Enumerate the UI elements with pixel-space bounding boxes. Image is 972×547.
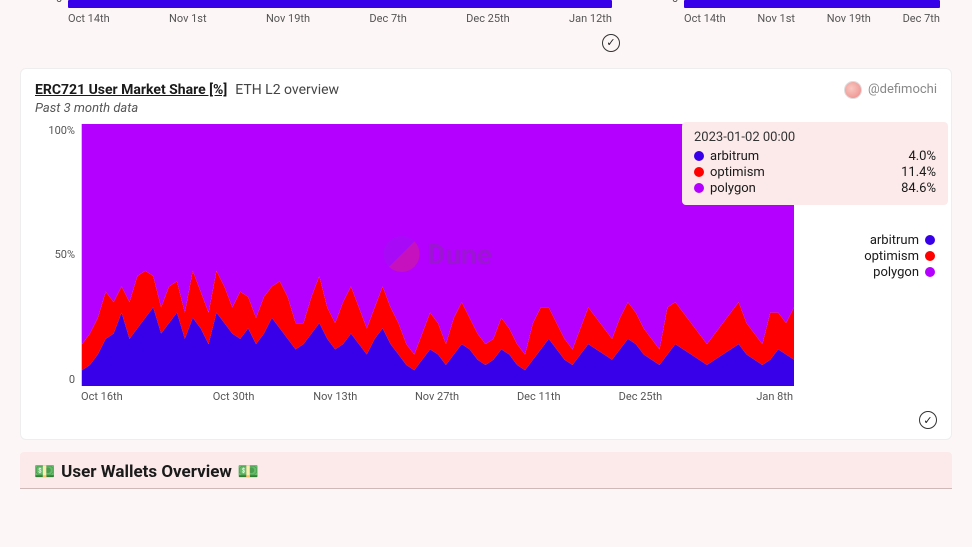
xaxis-labels: Oct 14th Nov 1st Nov 19th Dec 7th Dec 25…	[20, 12, 624, 25]
series-dot-icon	[694, 183, 704, 193]
bar-strip	[684, 0, 940, 8]
market-share-card: ERC721 User Market Share [%] ETH L2 over…	[20, 68, 952, 441]
chart-tooltip: 2023-01-02 00:00 arbitrum 4.0% optimism …	[682, 122, 948, 205]
tooltip-row: polygon 84.6%	[694, 181, 936, 196]
tooltip-row: arbitrum 4.0%	[694, 149, 936, 164]
section-title: User Wallets Overview	[61, 462, 232, 482]
yaxis-zero: 0	[672, 0, 678, 5]
card-title[interactable]: ERC721 User Market Share [%]	[35, 82, 227, 98]
legend-item[interactable]: arbitrum	[815, 233, 935, 248]
card-note: Past 3 month data	[35, 101, 937, 116]
series-dot-icon	[925, 235, 935, 245]
y-axis: 100% 50% 0	[35, 124, 81, 386]
chart-container: 100% 50% 0 Dune 2023-01-02 00:00 arbitru…	[35, 124, 937, 386]
card-author[interactable]: @defimochi	[844, 81, 937, 99]
series-dot-icon	[925, 251, 935, 261]
card-header: ERC721 User Market Share [%] ETH L2 over…	[35, 81, 937, 99]
money-emoji-icon: 💵	[34, 462, 55, 482]
legend-item[interactable]: polygon	[815, 265, 935, 280]
series-dot-icon	[925, 267, 935, 277]
money-emoji-icon: 💵	[238, 462, 259, 482]
check-icon[interactable]: ✓	[602, 34, 620, 52]
tooltip-row: optimism 11.4%	[694, 165, 936, 180]
series-dot-icon	[694, 167, 704, 177]
chart-legend: arbitrum optimism polygon	[815, 232, 935, 281]
top-chart-left: 0 Oct 14th Nov 1st Nov 19th Dec 7th Dec …	[20, 0, 624, 52]
legend-item[interactable]: optimism	[815, 249, 935, 264]
top-chart-right: 0 Oct 14th Nov 1st Nov 19th Dec 7th	[636, 0, 952, 52]
yaxis-zero: 0	[56, 0, 62, 5]
xaxis-labels: Oct 14th Nov 1st Nov 19th Dec 7th	[636, 12, 952, 25]
series-dot-icon	[694, 151, 704, 161]
author-handle: @defimochi	[868, 82, 937, 97]
bar-strip	[68, 0, 612, 8]
x-axis: Oct 16th Oct 30th Nov 13th Nov 27th Dec …	[81, 386, 793, 403]
avatar-icon	[844, 81, 862, 99]
top-stub-row: 0 Oct 14th Nov 1st Nov 19th Dec 7th Dec …	[0, 0, 972, 56]
plot-area[interactable]: Dune 2023-01-02 00:00 arbitrum 4.0% opti…	[81, 124, 793, 386]
tooltip-timestamp: 2023-01-02 00:00	[694, 130, 936, 145]
check-icon[interactable]: ✓	[919, 411, 937, 429]
card-subtitle: ETH L2 overview	[235, 82, 339, 98]
section-header: 💵 User Wallets Overview 💵	[20, 452, 952, 489]
